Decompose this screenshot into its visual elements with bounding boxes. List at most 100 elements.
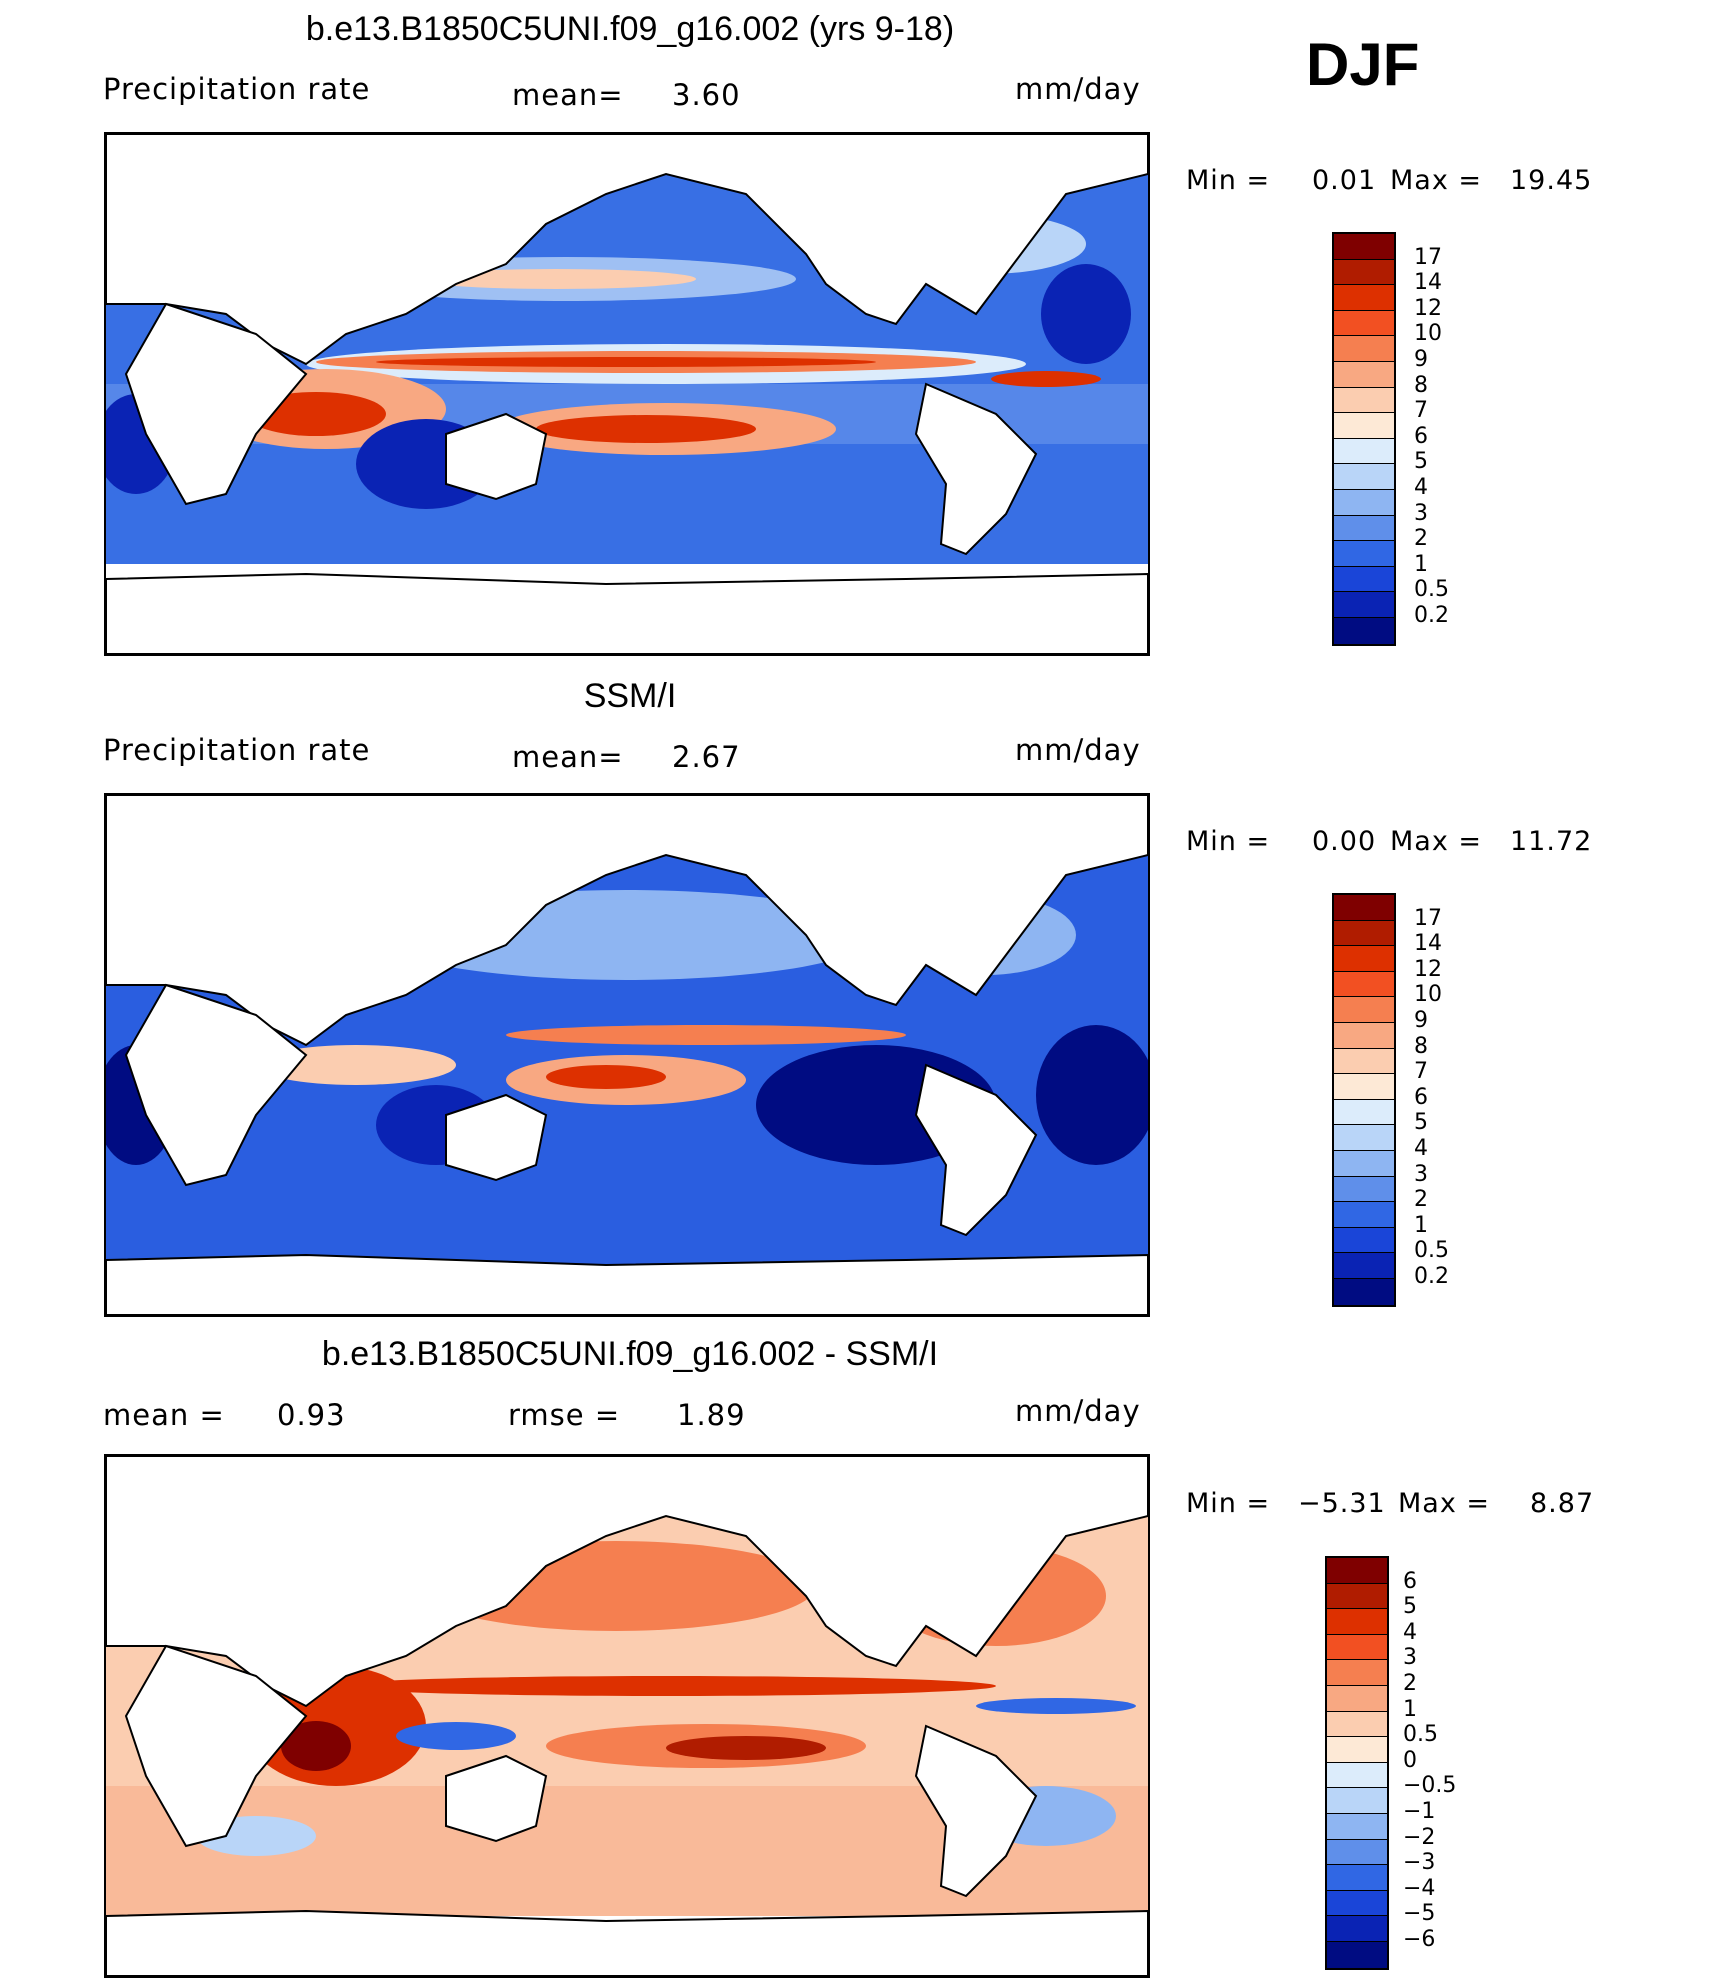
colorbar-swatch (1327, 1839, 1387, 1866)
colorbar-tick-label: 17 (1414, 244, 1442, 270)
colorbar-tick-label: −5 (1403, 1901, 1436, 1927)
colorbar-tick-label: 1 (1403, 1696, 1417, 1722)
panel-2-units: mm/day (1015, 733, 1141, 767)
colorbar-swatch (1334, 336, 1394, 362)
colorbar-swatch (1334, 413, 1394, 439)
colorbar-swatch (1327, 1583, 1387, 1610)
colorbar-tick-label: 0.5 (1403, 1722, 1438, 1748)
colorbar-tick-label: 4 (1403, 1619, 1417, 1645)
colorbar-tick-label: 5 (1414, 1110, 1428, 1136)
colorbar-swatch (1327, 1634, 1387, 1661)
colorbar-swatch (1334, 361, 1394, 388)
colorbar-swatch (1334, 1022, 1394, 1049)
season-label: DJF (1306, 31, 1420, 98)
colorbar-swatch (1334, 438, 1394, 465)
colorbar-swatch (1327, 1660, 1387, 1686)
colorbar-swatch (1334, 1176, 1394, 1203)
colorbar-swatch (1334, 1253, 1394, 1279)
panel-3-units: mm/day (1015, 1394, 1141, 1428)
colorbar-swatch (1334, 310, 1394, 337)
panel-2-title: SSM/I (583, 677, 677, 715)
colorbar-swatch (1334, 1125, 1394, 1151)
colorbar-tick-label: 3 (1414, 1161, 1428, 1187)
panel-2-mean-label: mean= (512, 740, 624, 774)
colorbar-tick-label: 14 (1414, 270, 1442, 296)
colorbar-tick-label: 6 (1414, 423, 1428, 449)
colorbar-tick-label: 0.2 (1414, 1264, 1449, 1289)
colorbar-swatch (1327, 1609, 1387, 1635)
panel-1-title: b.e13.B1850C5UNI.f09_g16.002 (yrs 9-18) (305, 10, 955, 48)
panel-3-max-label: Max = (1398, 1488, 1491, 1519)
panel-2-map (104, 793, 1150, 1317)
colorbar-tick-label: 10 (1414, 982, 1442, 1008)
colorbar-swatch (1334, 971, 1394, 998)
panel-2-max-value: 11.72 (1510, 826, 1593, 857)
colorbar-tick-label: 4 (1414, 475, 1428, 500)
colorbar-swatch (1327, 1865, 1387, 1891)
colorbar-tick-label: −3 (1403, 1850, 1436, 1876)
colorbar-swatch (1334, 1227, 1394, 1254)
colorbar-swatch (1334, 920, 1394, 947)
colorbar-tick-label: 0.2 (1414, 603, 1449, 628)
panel-1-min-label: Min = (1186, 165, 1271, 196)
colorbar-tick-label: 3 (1414, 500, 1428, 526)
panel-2-variable-label: Precipitation rate (103, 733, 371, 767)
colorbar-swatch (1334, 1202, 1394, 1228)
colorbar-tick-label: 5 (1414, 449, 1428, 475)
colorbar-tick-label: −1 (1403, 1799, 1436, 1824)
panel-1-max-value: 19.45 (1510, 165, 1593, 196)
colorbar-tick-label: 17 (1414, 905, 1442, 931)
colorbar-swatch (1334, 541, 1394, 567)
panel-3-rmse-value: 1.89 (677, 1398, 746, 1432)
colorbar-tick-label: 9 (1414, 1008, 1428, 1033)
colorbar-tick-label: 10 (1414, 321, 1442, 347)
panel-1-max-label: Max = (1390, 165, 1483, 196)
colorbar-tick-label: 1 (1414, 551, 1428, 577)
colorbar-swatch (1327, 1558, 1387, 1584)
colorbar-swatch (1334, 464, 1394, 490)
colorbar-tick-label: 8 (1414, 372, 1428, 398)
panel-1-colorbar-swatches (1332, 232, 1396, 646)
panel-3-colorbar-swatches (1325, 1556, 1389, 1970)
colorbar-tick-label: 6 (1414, 1084, 1428, 1110)
colorbar-swatch (1327, 1890, 1387, 1917)
panel-1-mean-label: mean= (512, 78, 624, 112)
panel-3-min-label: Min = (1186, 1488, 1271, 1519)
panel-1-map-graphic (106, 134, 1148, 654)
panel-3-min-value: −5.31 (1298, 1488, 1386, 1519)
colorbar-tick-label: 3 (1403, 1645, 1417, 1671)
colorbar-tick-label: −2 (1403, 1824, 1436, 1850)
colorbar-swatch (1334, 285, 1394, 311)
colorbar-tick-label: −0.5 (1403, 1773, 1457, 1799)
panel-1-min-value: 0.01 (1312, 165, 1377, 196)
panel-3-map (104, 1454, 1150, 1978)
colorbar-swatch (1327, 1737, 1387, 1763)
colorbar-tick-label: 6 (1403, 1568, 1417, 1594)
colorbar-swatch (1334, 566, 1394, 593)
colorbar-swatch (1334, 1278, 1394, 1305)
colorbar-swatch (1334, 387, 1394, 414)
colorbar-tick-label: 0.5 (1414, 577, 1449, 603)
colorbar-swatch (1334, 592, 1394, 618)
colorbar-swatch (1334, 946, 1394, 972)
colorbar-swatch (1327, 1762, 1387, 1789)
colorbar-tick-label: 7 (1414, 1059, 1428, 1085)
colorbar-tick-label: 14 (1414, 931, 1442, 957)
colorbar-swatch (1327, 1685, 1387, 1712)
colorbar-swatch (1327, 1788, 1387, 1814)
colorbar-tick-label: 7 (1414, 398, 1428, 424)
colorbar-swatch (1334, 259, 1394, 286)
colorbar-tick-label: 2 (1414, 1187, 1428, 1213)
colorbar-tick-label: −4 (1403, 1875, 1436, 1901)
panel-1-variable-label: Precipitation rate (103, 72, 371, 106)
colorbar-swatch (1334, 1099, 1394, 1126)
colorbar-tick-label: 5 (1403, 1594, 1417, 1620)
colorbar-tick-label: 2 (1414, 526, 1428, 552)
colorbar-tick-label: 4 (1414, 1136, 1428, 1161)
colorbar-tick-label: 8 (1414, 1033, 1428, 1059)
colorbar-swatch (1334, 234, 1394, 260)
panel-3-title: b.e13.B1850C5UNI.f09_g16.002 - SSM/I (321, 1335, 939, 1373)
colorbar-tick-label: 2 (1403, 1671, 1417, 1696)
panel-2-colorbar-swatches (1332, 893, 1396, 1307)
panel-3-map-graphic (106, 1456, 1148, 1976)
